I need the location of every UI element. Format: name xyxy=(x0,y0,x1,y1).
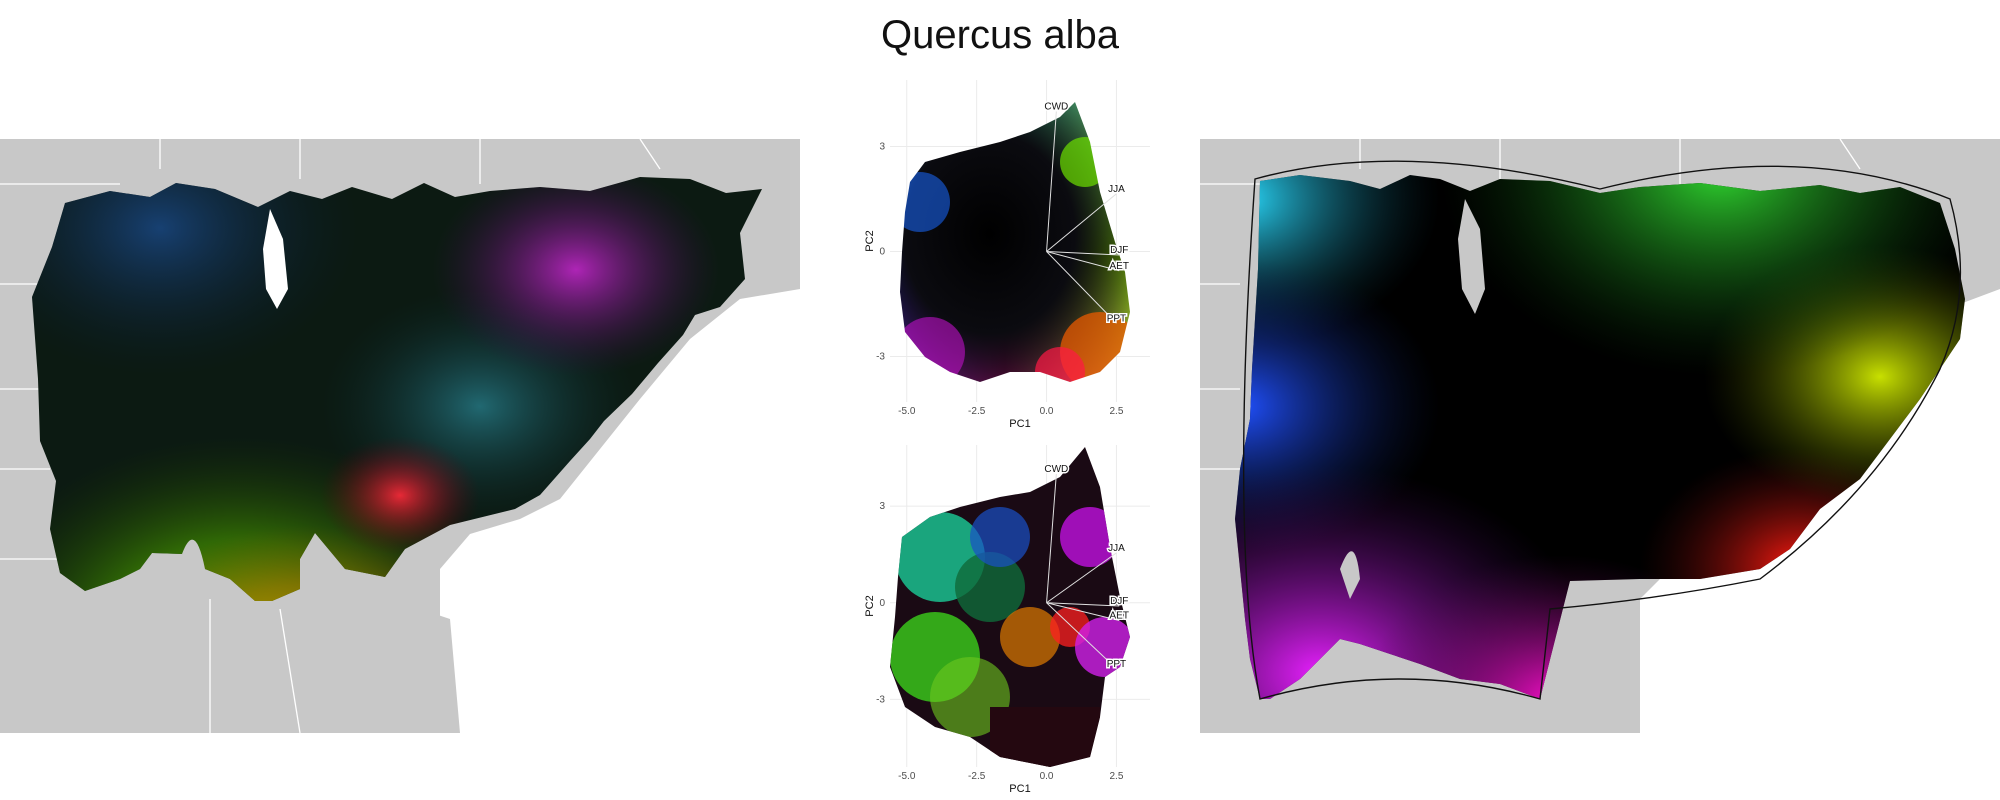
species-range xyxy=(32,177,762,601)
right-map-panel xyxy=(1200,139,2000,733)
y-tick-label: 0 xyxy=(879,247,885,258)
x-tick-label: -5.0 xyxy=(898,406,916,417)
biplot-bottom-axes: -5.0 -2.5 0.0 2.5 3 0 -3 PC1 PC2 xyxy=(864,501,1124,795)
x-tick-label: -5.0 xyxy=(898,771,916,782)
vector-label: DJF xyxy=(1110,596,1128,607)
bay-inlet xyxy=(1340,551,1360,599)
lake-michigan-water xyxy=(263,209,288,309)
biplot-bottom: CWD JJA DJF AET PPT -5.0 -2.5 0.0 2.5 3 0 -3 PC1 PC2 xyxy=(850,437,1160,797)
y-tick-label: 3 xyxy=(879,501,885,512)
loading-vector xyxy=(1046,251,1120,272)
x-tick-label: 2.5 xyxy=(1109,406,1123,417)
left-map-panel xyxy=(0,139,800,733)
loading-vector xyxy=(1046,552,1117,604)
x-tick-label: 0.0 xyxy=(1040,771,1054,782)
loading-vector xyxy=(1046,193,1117,252)
loading-vector xyxy=(1046,111,1057,252)
convex-hull-outline xyxy=(1242,160,1962,700)
y-tick-label: -3 xyxy=(876,352,885,363)
loading-vector xyxy=(1046,251,1120,256)
vector-label: JJA xyxy=(1108,543,1125,554)
biplot-top-axes: -5.0 -2.5 0.0 2.5 3 0 -3 PC1 PC2 xyxy=(864,142,1124,431)
loading-vector xyxy=(1046,473,1057,603)
loading-vector xyxy=(1046,602,1117,670)
biplot-bottom-svg: CWD JJA DJF AET PPT -5.0 -2.5 0.0 2.5 3 0 -3 PC1 PC2 xyxy=(864,445,1150,795)
x-axis-title: PC1 xyxy=(1009,418,1030,430)
page-title: Quercus alba xyxy=(881,13,1119,57)
y-tick-label: 3 xyxy=(879,142,885,153)
right-map-svg xyxy=(1200,139,2000,733)
x-tick-label: 0.0 xyxy=(1040,406,1054,417)
x-tick-label: -2.5 xyxy=(968,406,986,417)
vector-label: AET xyxy=(1110,610,1129,621)
y-axis-title: PC2 xyxy=(864,595,876,616)
x-tick-label: 2.5 xyxy=(1109,771,1123,782)
x-tick-label: -2.5 xyxy=(968,771,986,782)
lake-michigan xyxy=(1458,199,1485,314)
loading-vector xyxy=(1046,251,1117,324)
x-axis-title: PC1 xyxy=(1009,783,1030,795)
vector-label: JJA xyxy=(1108,184,1125,195)
loading-vector xyxy=(1046,602,1120,607)
biplot-top: CWD JJA DJF AET PPT -5.0 -2.5 0.0 2.5 3 0 -3 PC1 PC2 xyxy=(850,72,1160,432)
y-tick-label: 0 xyxy=(879,598,885,609)
biplot-top-svg: CWD JJA DJF AET PPT -5.0 -2.5 0.0 2.5 3 0 -3 PC1 PC2 xyxy=(864,80,1150,431)
y-tick-label: -3 xyxy=(876,694,885,705)
vector-label: CWD xyxy=(1044,102,1068,113)
biplot-bottom-vectors: CWD JJA DJF AET PPT xyxy=(1043,462,1131,671)
state-borders xyxy=(0,139,661,733)
loading-vector xyxy=(1046,602,1120,621)
vector-label: PPT xyxy=(1107,659,1126,670)
y-axis-title: PC2 xyxy=(864,230,876,251)
vector-label: AET xyxy=(1110,261,1129,272)
vector-label: DJF xyxy=(1110,245,1128,256)
bay-inlet xyxy=(182,539,205,579)
vector-label: PPT xyxy=(1107,313,1126,324)
left-map-svg xyxy=(0,139,800,733)
florida-land xyxy=(380,609,460,733)
biplot-top-vectors: CWD JJA DJF AET PPT xyxy=(1043,100,1131,326)
vector-label: CWD xyxy=(1044,464,1068,475)
